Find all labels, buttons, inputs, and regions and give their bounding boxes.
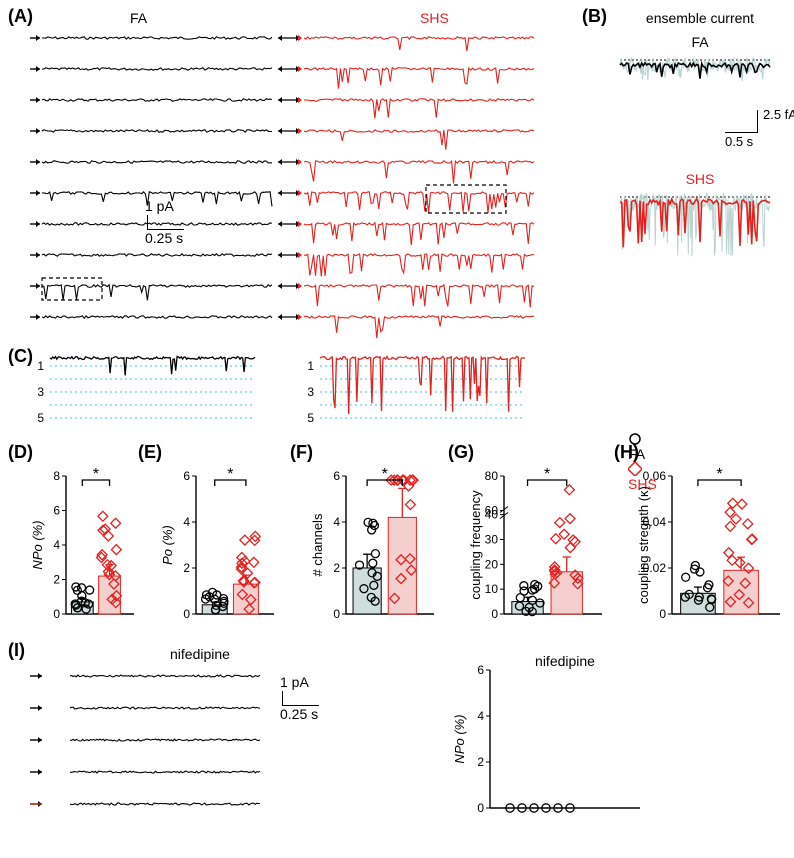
fa-label: FA	[130, 10, 147, 26]
svg-text:NPo (%): NPo (%)	[452, 714, 467, 763]
panel-g: 0102030406080coupling frequency*	[468, 462, 608, 632]
svg-text:1: 1	[37, 359, 44, 373]
svg-text:4: 4	[333, 515, 340, 529]
nifedipine-label: nifedipine	[170, 646, 230, 662]
scalebar-b: 2.5 fA 0.5 s	[725, 110, 794, 133]
svg-text:*: *	[716, 466, 722, 483]
svg-text:4: 4	[477, 709, 484, 723]
shs-label: SHS	[420, 10, 449, 26]
panel-f: 0 2 4 6 # channels *	[310, 462, 440, 632]
panel-c-shs: 1 3 5	[300, 350, 530, 430]
svg-text:Po (%): Po (%)	[160, 525, 175, 565]
svg-text:10: 10	[485, 582, 499, 596]
svg-text:4: 4	[183, 515, 190, 529]
svg-text:*: *	[93, 466, 99, 483]
panel-i-plot: 0 2 4 6 NPo (%) nifedipine	[450, 650, 650, 830]
svg-text:0: 0	[183, 607, 190, 621]
panel-i-label: (I)	[8, 640, 25, 661]
svg-text:NPo (%): NPo (%)	[30, 520, 45, 569]
svg-text:# channels: # channels	[310, 513, 325, 576]
scalebar-i: 1 pA 0.25 s	[280, 674, 321, 722]
svg-text:6: 6	[183, 469, 190, 483]
svg-text:5: 5	[37, 411, 44, 425]
svg-text:*: *	[382, 466, 388, 483]
svg-text:6: 6	[477, 663, 484, 677]
panel-a-label: (A)	[8, 6, 33, 27]
panel-f-label: (F)	[290, 442, 313, 463]
svg-text:6: 6	[333, 469, 340, 483]
svg-text:2: 2	[477, 755, 484, 769]
svg-text:4: 4	[53, 538, 60, 552]
svg-text:0: 0	[53, 607, 60, 621]
scalebar-a: 1 pA 0.25 s	[145, 198, 186, 246]
svg-text:2: 2	[333, 561, 340, 575]
panel-b-label: (B)	[582, 6, 607, 27]
svg-text:20: 20	[485, 557, 499, 571]
svg-text:0: 0	[477, 801, 484, 815]
svg-text:coupling frequency: coupling frequency	[468, 490, 483, 600]
svg-text:2: 2	[183, 561, 190, 575]
legend-fa: FA	[628, 446, 644, 462]
svg-text:1: 1	[307, 359, 314, 373]
shs-label-b: SHS	[615, 171, 785, 187]
panel-d: 0 2 4 6 8 NPo (%) *	[30, 462, 140, 632]
svg-text:30: 30	[485, 532, 499, 546]
panel-e: 0 2 4 6 Po (%) *	[160, 462, 280, 632]
svg-text:6: 6	[53, 504, 60, 518]
svg-text:0: 0	[333, 607, 340, 621]
svg-text:3: 3	[307, 385, 314, 399]
svg-text:3: 3	[37, 385, 44, 399]
fa-label-b: FA	[615, 34, 785, 50]
svg-text:2: 2	[53, 573, 60, 587]
panel-h: 00.020.040.06coupling stregnth (κ)*	[636, 462, 786, 632]
svg-text:80: 80	[485, 469, 499, 483]
svg-text:*: *	[227, 466, 233, 483]
svg-text:*: *	[544, 466, 550, 483]
panel-d-label: (D)	[8, 442, 33, 463]
svg-text:60: 60	[485, 504, 499, 518]
panel-e-label: (E)	[138, 442, 162, 463]
svg-text:5: 5	[307, 411, 314, 425]
ensemble-title: ensemble current	[615, 10, 785, 26]
svg-text:8: 8	[53, 469, 60, 483]
svg-text:0: 0	[659, 607, 666, 621]
svg-text:0: 0	[491, 607, 498, 621]
panel-c: 1 3 5	[30, 350, 260, 430]
svg-text:coupling stregnth (κ): coupling stregnth (κ)	[636, 486, 651, 604]
panel-g-label: (G)	[448, 442, 474, 463]
panel-b: ensemble current FA 2.5 fA 0.5 s SHS	[615, 10, 785, 287]
svg-text:0.06: 0.06	[643, 469, 667, 483]
svg-text:nifedipine: nifedipine	[535, 653, 595, 669]
